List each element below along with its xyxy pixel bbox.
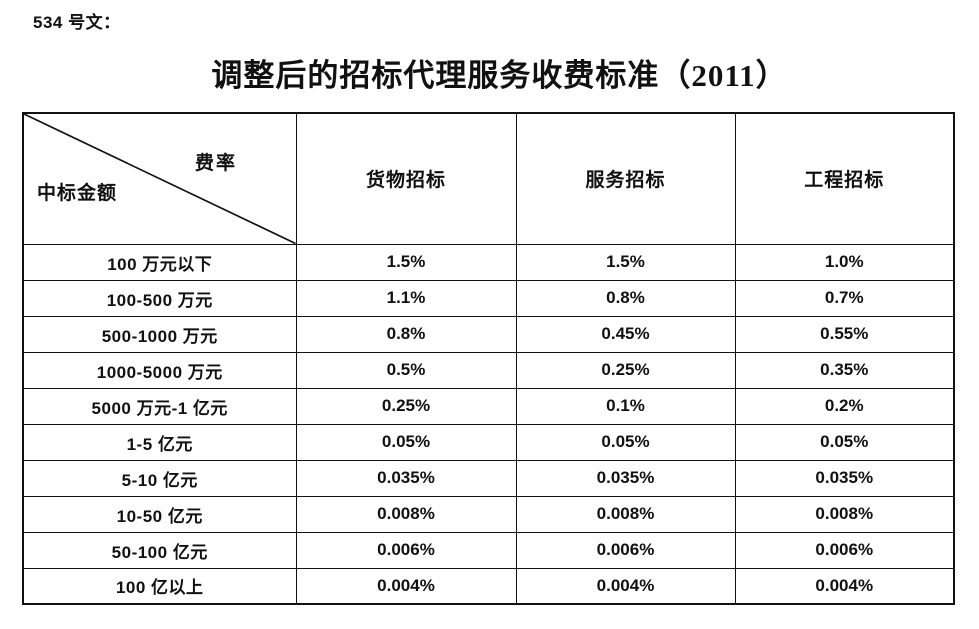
rate-value-cell: 0.006% [515,531,736,569]
rate-value-cell: 0.035% [515,459,736,497]
row-label-amount-range: 1-5 亿元 [22,423,297,461]
column-header-services: 服务招标 [515,112,736,245]
table-row: 50-100 亿元 0.006% 0.006% 0.006% [22,531,955,569]
doc-number-label: 534 号文： [33,13,121,32]
rate-value-cell: 0.004% [515,567,736,605]
rate-value-cell: 0.006% [295,531,517,569]
row-label-amount-range: 500-1000 万元 [22,315,297,353]
table-row: 100 亿以上 0.004% 0.004% 0.004% [22,567,955,605]
rate-value-cell: 0.008% [515,495,736,533]
rate-value-cell: 0.2% [734,387,955,425]
diagonal-divider-line [24,114,296,244]
rate-value-cell: 0.35% [734,351,955,389]
rate-value-cell: 0.05% [515,423,736,461]
rate-value-cell: 0.004% [295,567,517,605]
row-label-amount-range: 100-500 万元 [22,279,297,317]
column-header-goods: 货物招标 [295,112,517,245]
rate-value-cell: 0.05% [734,423,955,461]
rate-value-cell: 0.035% [295,459,517,497]
rate-value-cell: 0.035% [734,459,955,497]
table-row: 100-500 万元 1.1% 0.8% 0.7% [22,279,955,317]
corner-amount-label: 中标金额 [37,183,118,204]
table-row: 10-50 亿元 0.008% 0.008% 0.008% [22,495,955,533]
rate-value-cell: 0.008% [295,495,517,533]
rate-value-cell: 0.8% [515,279,736,317]
row-label-amount-range: 10-50 亿元 [22,495,297,533]
rate-value-cell: 0.25% [515,351,736,389]
table-row: 5-10 亿元 0.035% 0.035% 0.035% [22,459,955,497]
table-row: 100 万元以下 1.5% 1.5% 1.0% [22,243,955,281]
table-row: 1000-5000 万元 0.5% 0.25% 0.35% [22,351,955,389]
fee-rate-table: 费率 中标金额 货物招标 服务招标 工程招标 100 万元以下 1.5% 1.5% 1… [22,112,955,605]
column-header-engineering: 工程招标 [734,112,955,245]
row-label-amount-range: 100 万元以下 [22,243,297,281]
rate-value-cell: 0.45% [515,315,736,353]
rate-value-cell: 1.1% [295,279,517,317]
corner-cell: 费率 中标金额 [22,112,297,245]
rate-value-cell: 0.004% [734,567,955,605]
rate-value-cell: 0.55% [734,315,955,353]
rate-value-cell: 0.25% [295,387,517,425]
row-label-amount-range: 5-10 亿元 [22,459,297,497]
rate-value-cell: 1.5% [515,243,736,281]
table-row: 500-1000 万元 0.8% 0.45% 0.55% [22,315,955,353]
rate-value-cell: 0.8% [295,315,517,353]
row-label-amount-range: 50-100 亿元 [22,531,297,569]
row-label-amount-range: 5000 万元-1 亿元 [22,387,297,425]
rate-value-cell: 0.7% [734,279,955,317]
rate-value-cell: 1.5% [295,243,517,281]
rate-value-cell: 0.05% [295,423,517,461]
rate-value-cell: 0.008% [734,495,955,533]
page-title: 调整后的招标代理服务收费标准（2011） [211,58,788,93]
rate-value-cell: 1.0% [734,243,955,281]
table-body: 100 万元以下 1.5% 1.5% 1.0% 100-500 万元 1.1% 0.8% 0.… [22,243,955,605]
table-row: 5000 万元-1 亿元 0.25% 0.1% 0.2% [22,387,955,425]
row-label-amount-range: 1000-5000 万元 [22,351,297,389]
corner-rate-label: 费率 [195,153,238,174]
header-row: 费率 中标金额 货物招标 服务招标 工程招标 [22,112,955,245]
table-row: 1-5 亿元 0.05% 0.05% 0.05% [22,423,955,461]
rate-value-cell: 0.006% [734,531,955,569]
rate-value-cell: 0.1% [515,387,736,425]
row-label-amount-range: 100 亿以上 [22,567,297,605]
rate-value-cell: 0.5% [295,351,517,389]
